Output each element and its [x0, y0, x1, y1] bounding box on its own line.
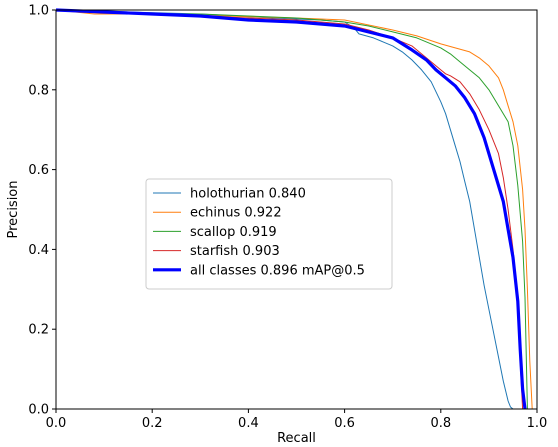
series-line-2 [56, 9, 528, 410]
legend-label-0: holothurian 0.840 [190, 187, 306, 202]
x-tick-label: 0.6 [334, 416, 355, 431]
y-tick-label: 0.8 [28, 83, 49, 98]
legend: holothurian 0.840 echinus 0.922 scallop 0.… [145, 178, 393, 290]
axis-ticks: 0.0 0.2 0.4 0.6 0.8 1.0 0.0 0.2 0.4 0.6 0.8 1.0 [28, 4, 547, 432]
series-line-4 [56, 8, 527, 410]
x-tick-label: 0.4 [238, 416, 259, 431]
plot-area [56, 8, 533, 410]
plot-frame [55, 9, 538, 410]
x-axis-label: Recall [277, 431, 316, 446]
y-tick-label: 0.0 [28, 403, 49, 418]
x-tick-label: 0.0 [46, 416, 67, 431]
legend-label-4: all classes 0.896 mAP@0.5 [190, 263, 365, 278]
x-tick-label: 0.2 [142, 416, 163, 431]
legend-label-3: starfish 0.903 [190, 244, 280, 259]
legend-label-1: echinus 0.922 [190, 206, 282, 221]
x-tick-label: 1.0 [527, 416, 548, 431]
y-axis-label: Precision [6, 180, 21, 238]
y-tick-label: 0.6 [28, 163, 49, 178]
legend-box [145, 178, 393, 290]
y-tick-label: 0.2 [28, 323, 49, 338]
y-tick-label: 0.4 [28, 243, 49, 258]
legend-label-2: scallop 0.919 [190, 225, 277, 240]
y-tick-label: 1.0 [28, 4, 49, 19]
x-tick-label: 0.8 [430, 416, 451, 431]
series-line-3 [56, 9, 524, 410]
